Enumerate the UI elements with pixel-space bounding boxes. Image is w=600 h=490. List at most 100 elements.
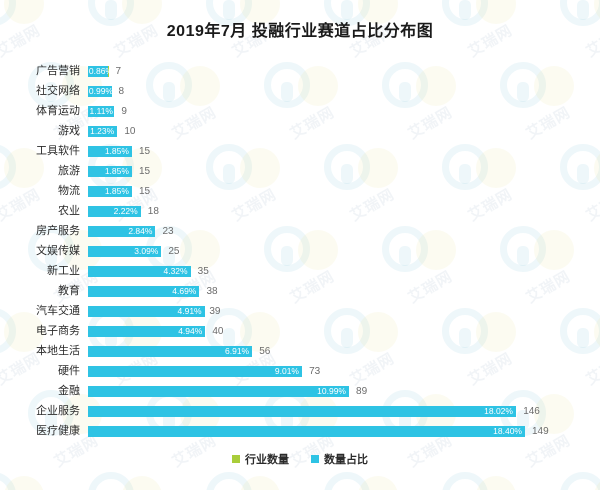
bar-percent-label: 0.86% [88,66,113,76]
bar-count-share[interactable] [88,66,109,77]
chart-legend: 行业数量 数量占比 [0,451,600,467]
bar-count-label: 7 [115,66,122,77]
category-label: 房产服务 [36,225,80,237]
bar-count-label: 73 [309,366,321,377]
chart-bar-row: 新工业 4.32% 35 [0,260,600,282]
bar-count-share[interactable] [88,106,115,117]
category-label: 物流 [58,185,80,197]
bar-percent-label: 1.11% [89,106,113,116]
legend-label: 行业数量 [245,454,289,466]
bars-wrapper: 1.11% 9 [88,100,600,122]
chart-bar-row: 企业服务 18.02% 146 [0,400,600,422]
bars-wrapper: 3.09% 25 [88,240,600,262]
chart-bar-row: 工具软件 1.85% 15 [0,140,600,162]
category-label: 金融 [58,385,80,397]
bar-count-label: 146 [523,406,540,417]
chart-bar-row: 教育 4.69% 38 [0,280,600,302]
bar-count-share[interactable] [88,86,112,97]
bars-wrapper: 4.91% 39 [88,300,600,322]
bar-count-label: 89 [356,386,368,397]
bars-wrapper: 10.99% 89 [88,380,600,402]
chart-bar-row: 房产服务 2.84% 23 [0,220,600,242]
bar-count-share[interactable] [88,386,349,397]
bar-count-label: 56 [259,346,271,357]
category-label: 新工业 [47,265,80,277]
category-label: 硬件 [58,365,80,377]
bars-wrapper: 1.85% 15 [88,180,600,202]
bar-count-share[interactable] [88,166,132,177]
bar-count-share[interactable] [88,406,516,417]
category-label: 电子商务 [36,325,80,337]
bar-count-share[interactable] [88,126,118,137]
bar-count-share[interactable] [88,326,206,337]
bars-wrapper: 1.85% 15 [88,140,600,162]
bar-percent-label: 4.69% [172,286,197,296]
category-label: 农业 [58,205,80,217]
bar-count-label: 39 [209,306,221,317]
category-label: 旅游 [58,165,80,177]
chart-bar-row: 医疗健康 18.40% 149 [0,420,600,442]
bar-percent-label: 3.09% [134,246,159,256]
bar-percent-label: 4.32% [163,266,188,276]
bar-percent-label: 6.91% [225,346,250,356]
category-label: 文娱传媒 [36,245,80,257]
bar-percent-label: 2.84% [128,226,153,236]
plot-area: 广告营销 0.86% 7 社交网络 0.99% 8 体育运动 1.11% 9 游戏 1.23% 10 工… [0,58,600,438]
bars-wrapper: 0.99% 8 [88,80,600,102]
bar-count-label: 8 [118,86,125,97]
bar-percent-label: 9.01% [274,366,299,376]
bar-percent-label: 1.85% [104,166,129,176]
bar-count-share[interactable] [88,346,253,357]
chart-bar-row: 汽车交通 4.91% 39 [0,300,600,322]
category-label: 游戏 [58,125,80,137]
bars-wrapper: 9.01% 73 [88,360,600,382]
chart-bar-row: 本地生活 6.91% 56 [0,340,600,362]
bar-count-label: 149 [532,426,549,437]
bar-count-share[interactable] [88,306,205,317]
bar-count-label: 18 [147,206,159,217]
bar-percent-label: 18.02% [484,406,513,416]
bar-count-label: 38 [206,286,218,297]
bar-count-share[interactable] [88,366,302,377]
chart-bar-row: 农业 2.22% 18 [0,200,600,222]
bar-count-label: 15 [138,166,151,177]
bar-count-share[interactable] [88,146,132,157]
bar-count-label: 25 [168,246,180,257]
bar-percent-label: 4.94% [178,326,203,336]
legend-item[interactable]: 数量占比 [311,451,368,467]
bar-percent-label: 10.99% [317,386,346,396]
bar-count-share[interactable] [88,186,132,197]
category-label: 教育 [58,285,80,297]
bar-count-share[interactable] [88,426,525,437]
bars-wrapper: 2.22% 18 [88,200,600,222]
bar-percent-label: 2.22% [113,206,138,216]
chart-bar-row: 电子商务 4.94% 40 [0,320,600,342]
bars-wrapper: 18.40% 149 [88,420,600,442]
bars-wrapper: 2.84% 23 [88,220,600,242]
legend-item[interactable]: 行业数量 [232,451,289,467]
bars-wrapper: 4.32% 35 [88,260,600,282]
category-label: 企业服务 [36,405,80,417]
chart-bar-row: 物流 1.85% 15 [0,180,600,202]
category-label: 体育运动 [36,105,80,117]
bars-wrapper: 6.91% 56 [88,340,600,362]
bar-count-label: 40 [212,326,224,337]
chart-bar-row: 旅游 1.85% 15 [0,160,600,182]
bar-count-share[interactable] [88,246,162,257]
bar-percent-label: 4.91% [177,306,202,316]
bar-count-share[interactable] [88,226,156,237]
bar-count-label: 35 [197,266,209,277]
bar-percent-label: 0.99% [88,86,113,96]
chart-bar-row: 体育运动 1.11% 9 [0,100,600,122]
bar-percent-label: 1.85% [104,146,129,156]
chart-bar-row: 文娱传媒 3.09% 25 [0,240,600,262]
bars-wrapper: 1.85% 15 [88,160,600,182]
bar-count-share[interactable] [88,266,191,277]
bar-count-label: 9 [121,106,127,117]
bars-wrapper: 18.02% 146 [88,400,600,422]
chart-bar-row: 硬件 9.01% 73 [0,360,600,382]
category-label: 社交网络 [36,85,80,97]
bar-count-share[interactable] [88,206,141,217]
bar-count-share[interactable] [88,286,200,297]
